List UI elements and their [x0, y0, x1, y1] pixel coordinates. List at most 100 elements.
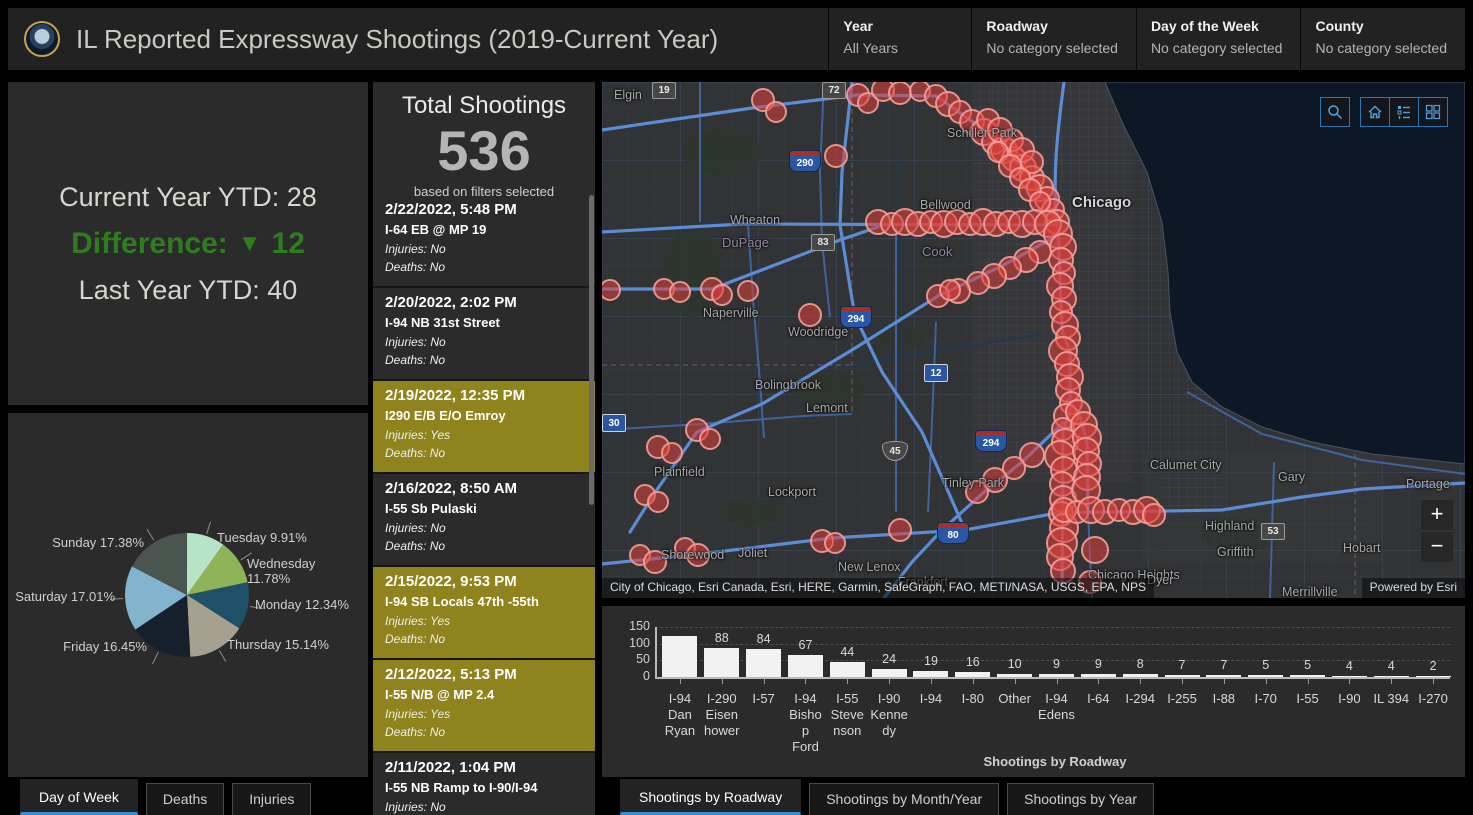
bar-Other[interactable]: [997, 673, 1033, 677]
map-basemap-button[interactable]: [1418, 97, 1448, 127]
bar-value-label: 2: [1429, 659, 1437, 674]
shooting-point[interactable]: [824, 532, 846, 554]
bar-I-70[interactable]: [1248, 675, 1284, 677]
shooting-point[interactable]: [965, 480, 989, 504]
tab-shootings-by-year[interactable]: Shootings by Year: [1007, 783, 1154, 815]
filter-roadway[interactable]: Roadway No category selected: [971, 8, 1136, 70]
bar-I-90[interactable]: [1331, 675, 1367, 677]
bar-I-55 Stevenson[interactable]: [829, 662, 865, 677]
shooting-markers[interactable]: [602, 82, 1166, 594]
shooting-point[interactable]: [982, 467, 1008, 493]
bar-I-57[interactable]: [746, 649, 782, 677]
incident-item[interactable]: 2/22/2022, 5:48 PM I-64 EB @ MP 19 Injurie…: [373, 195, 595, 288]
shooting-point[interactable]: [737, 280, 759, 302]
ytd-summary-panel: Current Year YTD: 28 Difference: ▼ 12 La…: [8, 82, 368, 405]
shooting-point[interactable]: [1029, 191, 1051, 213]
shooting-point[interactable]: [1019, 442, 1045, 468]
pie-slice-thursday[interactable]: [187, 595, 240, 657]
pie-slice-sunday[interactable]: [131, 533, 188, 595]
bar-I-94 Edens[interactable]: [1039, 674, 1074, 677]
zoom-out-button[interactable]: −: [1421, 532, 1453, 562]
bar-I-94[interactable]: [913, 670, 949, 677]
bar-I-90 Kennedy[interactable]: [871, 669, 907, 677]
shooting-point[interactable]: [1078, 570, 1102, 594]
tab-injuries[interactable]: Injuries: [232, 783, 312, 815]
shooting-point[interactable]: [939, 279, 961, 301]
filter-county[interactable]: County No category selected: [1300, 8, 1465, 70]
shooting-point[interactable]: [686, 543, 710, 567]
shooting-point[interactable]: [1050, 558, 1076, 584]
shooting-point[interactable]: [669, 281, 691, 303]
agency-badge-icon: [24, 21, 60, 57]
x-axis-label: I-255: [1167, 691, 1197, 706]
x-axis-label: I-94 Edens: [1038, 691, 1075, 722]
filter-day-of-week[interactable]: Day of the Week No category selected: [1135, 8, 1301, 70]
shooting-point[interactable]: [661, 442, 683, 464]
shooting-point[interactable]: [711, 284, 733, 306]
shooting-point[interactable]: [699, 428, 721, 450]
x-axis-label: I-94 Dan Ryan: [664, 691, 696, 738]
tab-shootings-by-month-year[interactable]: Shootings by Month/Year: [809, 783, 1000, 815]
pie-slice-saturday[interactable]: [124, 566, 187, 630]
bar-I-270[interactable]: [1415, 676, 1451, 677]
x-axis-label: I-270: [1418, 691, 1448, 706]
pie-chart[interactable]: [8, 413, 368, 777]
incident-item[interactable]: 2/11/2022, 1:04 PM I-55 NB Ramp to I-90/I…: [373, 753, 595, 815]
bar-value-label: 19: [924, 653, 938, 668]
shooting-point[interactable]: [888, 518, 912, 542]
tab-shootings-by-roadway[interactable]: Shootings by Roadway: [620, 779, 802, 815]
tab-day-of-week[interactable]: Day of Week: [20, 779, 138, 815]
bar-I-55[interactable]: [1290, 675, 1326, 677]
pie-slice-monday[interactable]: [187, 582, 249, 629]
total-shootings-subtitle: based on filters selected: [413, 184, 555, 199]
bar-I-88[interactable]: [1206, 674, 1242, 677]
shooting-point[interactable]: [647, 491, 669, 513]
x-axis-label: I-70: [1254, 691, 1277, 706]
bar-I-255[interactable]: [1164, 674, 1200, 677]
bar-I-94 Bishop Ford[interactable]: [787, 654, 823, 677]
down-arrow-icon: ▼: [237, 229, 262, 257]
bar-I-294[interactable]: [1122, 674, 1158, 677]
difference-value: 12: [271, 226, 305, 260]
shooting-point[interactable]: [643, 550, 667, 574]
page-title: IL Reported Expressway Shootings (2019-C…: [76, 23, 719, 54]
shooting-point[interactable]: [765, 101, 787, 123]
incident-item[interactable]: 2/15/2022, 9:53 PM I-94 SB Locals 47th -5…: [373, 567, 595, 660]
x-axis-label: I-90 Kenne dy: [870, 691, 908, 738]
zoom-in-button[interactable]: +: [1421, 500, 1453, 530]
list-scrollbar[interactable]: [589, 195, 594, 505]
bar-value-label: 84: [756, 632, 771, 646]
tab-deaths[interactable]: Deaths: [145, 783, 225, 815]
map-search-button[interactable]: [1320, 97, 1350, 127]
bar-IL 394[interactable]: [1373, 675, 1409, 677]
pie-slice-friday[interactable]: [135, 595, 191, 657]
bar-I-64[interactable]: [1080, 674, 1116, 677]
map[interactable]: Elgin Schiller Park Bellwood Chicago Wheaton…: [602, 82, 1465, 599]
incident-item[interactable]: 2/16/2022, 8:50 AM I-55 Sb Pulaski Injurie…: [373, 474, 595, 567]
bar-I-94 Dan Ryan[interactable]: [662, 635, 698, 677]
shooting-point[interactable]: [602, 279, 621, 301]
filter-year[interactable]: Year All Years: [828, 8, 971, 70]
incident-item[interactable]: 2/19/2022, 12:35 PM I290 E/B E/O Emroy Inj…: [373, 381, 595, 474]
shooting-point[interactable]: [1081, 536, 1109, 564]
map-legend-button[interactable]: [1389, 97, 1419, 127]
map-home-button[interactable]: [1360, 97, 1390, 127]
pie-slice-wednesday[interactable]: [187, 544, 248, 595]
shooting-point[interactable]: [857, 92, 879, 114]
bar-I-80[interactable]: [955, 671, 991, 677]
pie-label-thursday: Thursday 15.14%: [227, 637, 329, 652]
pie-slice-tuesday[interactable]: [187, 533, 224, 595]
shooting-point[interactable]: [888, 82, 912, 105]
shooting-point[interactable]: [824, 144, 848, 168]
map-canvas[interactable]: [602, 82, 1465, 598]
x-axis-label: I-55: [1296, 691, 1319, 706]
incident-item[interactable]: 2/20/2022, 2:02 PM I-94 NB 31st Street Inj…: [373, 288, 595, 381]
bottom-tab-bar: Shootings by Roadway Shootings by Month/…: [602, 777, 1465, 815]
bar-I-290 Eisenhower[interactable]: [704, 647, 740, 677]
bar-plot[interactable]: 150 100 50 0 I-94 Dan Ryan 88 I-290 Eisen hower 84 I…: [602, 606, 1465, 777]
shooting-point[interactable]: [798, 303, 822, 327]
shooting-point[interactable]: [1142, 503, 1166, 527]
shooting-point[interactable]: [1002, 456, 1026, 480]
incident-item[interactable]: 2/12/2022, 5:13 PM I-55 N/B @ MP 2.4 Injur…: [373, 660, 595, 753]
x-axis-label: I-64: [1087, 691, 1110, 706]
